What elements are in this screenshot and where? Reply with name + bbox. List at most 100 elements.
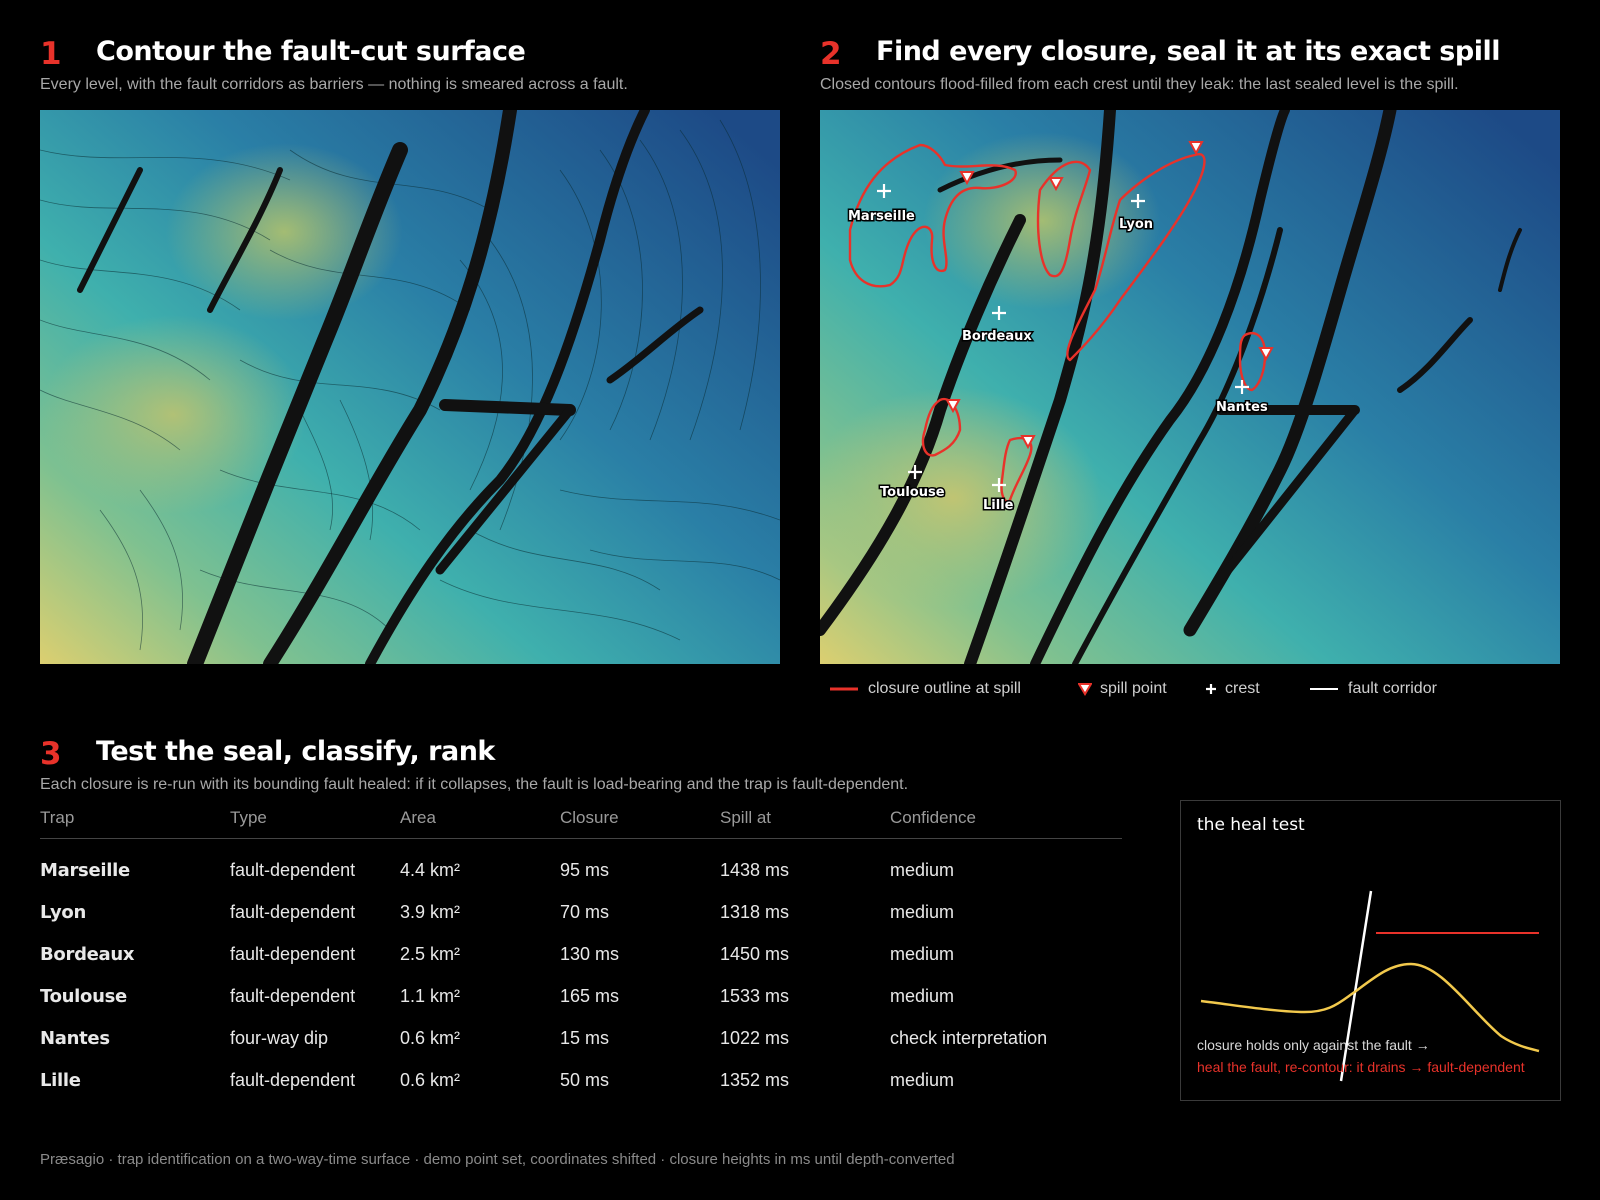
trap-area: 1.1 km²	[400, 985, 461, 1006]
table-row: Nantes four-way dip 0.6 km² 15 ms 1022 m…	[40, 1017, 1122, 1059]
closure-map: Marseille Lyon Bordeaux Toulouse Lille N…	[820, 110, 1560, 664]
col-header-spill: Spill at	[720, 808, 890, 839]
trap-area: 0.6 km²	[400, 1027, 461, 1048]
trap-closure: 15 ms	[560, 1027, 610, 1048]
trap-closure: 50 ms	[560, 1069, 610, 1090]
spill-marseille	[959, 171, 975, 186]
step-number: 2	[820, 36, 842, 72]
table-row: Toulouse fault-dependent 1.1 km² 165 ms …	[40, 975, 1122, 1017]
step-title: Find every closure, seal it at its exact…	[876, 36, 1500, 67]
trap-name: Toulouse	[40, 985, 127, 1007]
table-row: Lille fault-dependent 0.6 km² 50 ms 1352…	[40, 1059, 1122, 1101]
closure-marseille	[848, 143, 1017, 288]
contour-map-svg	[40, 110, 780, 664]
trap-area: 2.5 km²	[400, 943, 461, 964]
crest-toulouse	[908, 465, 922, 479]
spill-lyon	[1188, 141, 1204, 156]
footer-note: Præsagio · trap identification on a two-…	[40, 1151, 955, 1168]
trap-confidence: check interpretation	[890, 1027, 1048, 1048]
spill-bordeaux	[1048, 177, 1064, 192]
table-header-row: Trap Type Area Closure Spill at Confiden…	[40, 808, 1122, 839]
closure-nantes	[1238, 332, 1267, 392]
trap-confidence: medium	[890, 943, 955, 964]
trap-spill: 1533 ms	[720, 985, 790, 1006]
trap-type: fault-dependent	[230, 1069, 356, 1090]
trap-name: Lyon	[40, 901, 86, 923]
crest-marseille	[877, 184, 891, 198]
map-label-toulouse: Toulouse	[880, 485, 945, 500]
step-number: 1	[40, 36, 62, 72]
legend-crest: crest	[1205, 680, 1260, 698]
trap-spill: 1352 ms	[720, 1069, 790, 1090]
map-label-marseille: Marseille	[848, 209, 915, 224]
legend-closure-label: closure outline at spill	[868, 680, 1021, 697]
trap-type: fault-dependent	[230, 901, 356, 922]
legend-fault: fault corridor	[1310, 680, 1437, 698]
closure-map-svg: Marseille Lyon Bordeaux Toulouse Lille N…	[820, 110, 1560, 664]
panel-2-header: 2 Find every closure, seal it at its exa…	[820, 36, 1560, 106]
trap-spill: 1318 ms	[720, 901, 790, 922]
trap-name: Lille	[40, 1069, 81, 1091]
legend-spill: spill point	[1078, 680, 1167, 698]
crest-lyon	[1131, 194, 1145, 208]
col-header-confidence: Confidence	[890, 808, 1122, 839]
trap-closure: 130 ms	[560, 943, 620, 964]
trap-closure: 165 ms	[560, 985, 620, 1006]
closure-lille	[1000, 436, 1033, 503]
step-subtitle: Each closure is re-run with its bounding…	[40, 776, 909, 793]
panel-1-header: 1 Contour the fault-cut surface Every le…	[40, 36, 780, 106]
spill-nantes	[1258, 347, 1274, 362]
trap-type: fault-dependent	[230, 859, 356, 880]
crest-plus-icon	[1206, 684, 1216, 694]
trap-area: 3.9 km²	[400, 901, 461, 922]
trap-type: four-way dip	[230, 1027, 329, 1048]
fault-line-icon	[1310, 688, 1338, 690]
heal-test-caption: closure holds only against the fault →	[1197, 1037, 1430, 1053]
fault-corridors	[77, 110, 704, 664]
trap-confidence: medium	[890, 1069, 955, 1090]
map-legend: closure outline at spill spill point cre…	[820, 680, 1560, 702]
step-title: Test the seal, classify, rank	[96, 736, 495, 767]
legend-crest-label: crest	[1225, 680, 1260, 697]
trap-spill: 1022 ms	[720, 1027, 790, 1048]
col-header-closure: Closure	[560, 808, 720, 839]
table-row: Lyon fault-dependent 3.9 km² 70 ms 1318 …	[40, 891, 1122, 933]
heal-test-panel: the heal test closure holds only against…	[1180, 800, 1561, 1101]
step-number: 3	[40, 736, 62, 772]
col-header-trap: Trap	[40, 808, 230, 839]
table-row: Bordeaux fault-dependent 2.5 km² 130 ms …	[40, 933, 1122, 975]
legend-fault-label: fault corridor	[1348, 680, 1437, 697]
trap-confidence: medium	[890, 901, 955, 922]
heal-test-diagram	[1200, 890, 1540, 1082]
trap-type: fault-dependent	[230, 985, 356, 1006]
trap-closure: 95 ms	[560, 859, 610, 880]
trap-type: fault-dependent	[230, 943, 356, 964]
closure-line-icon	[830, 687, 858, 691]
fault-corridors	[820, 110, 1522, 664]
fault-line	[1339, 890, 1373, 1082]
trap-closure: 70 ms	[560, 901, 610, 922]
trap-spill: 1438 ms	[720, 859, 790, 880]
crests	[877, 184, 1249, 492]
trap-confidence: medium	[890, 859, 955, 880]
spill-triangle-icon	[1078, 683, 1092, 696]
table-row: Marseille fault-dependent 4.4 km² 95 ms …	[40, 839, 1122, 892]
crest-lille	[992, 478, 1006, 492]
closure-outlines	[848, 143, 1267, 503]
map-label-nantes: Nantes	[1216, 400, 1268, 415]
spill-points	[945, 141, 1274, 450]
closure-toulouse	[921, 397, 962, 457]
map-label-lyon: Lyon	[1119, 217, 1153, 232]
crest-nantes	[1235, 380, 1249, 394]
trap-area: 4.4 km²	[400, 859, 461, 880]
spill-toulouse	[945, 399, 961, 414]
trap-name: Nantes	[40, 1027, 110, 1049]
contour-map	[40, 110, 780, 664]
trap-confidence: medium	[890, 985, 955, 1006]
map-label-lille: Lille	[983, 498, 1014, 513]
col-header-type: Type	[230, 808, 400, 839]
spill-lille	[1020, 435, 1036, 450]
map-label-bordeaux: Bordeaux	[962, 329, 1032, 344]
trap-name: Bordeaux	[40, 943, 135, 965]
panel-3-header: 3 Test the seal, classify, rank Each clo…	[40, 736, 1140, 806]
